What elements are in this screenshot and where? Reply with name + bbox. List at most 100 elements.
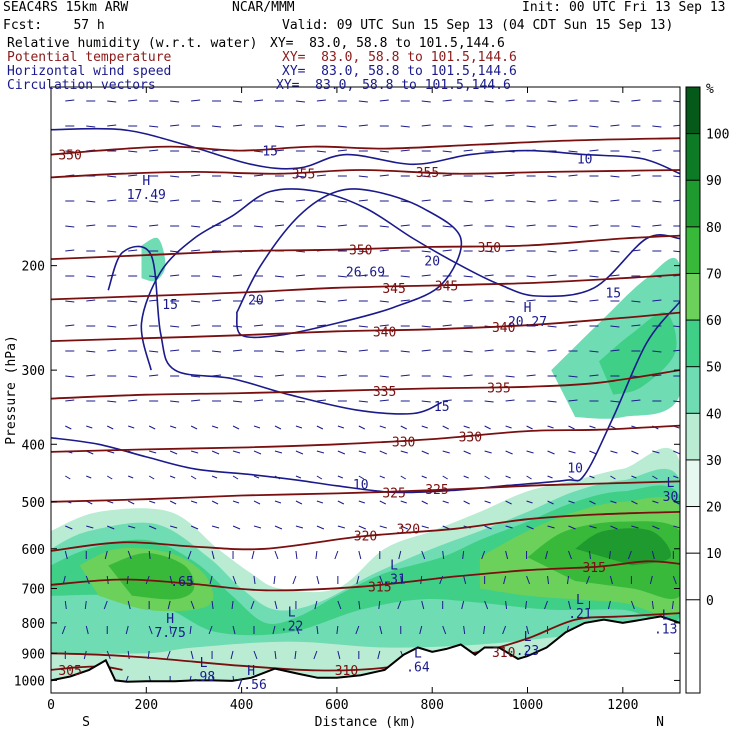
vector-arrow <box>316 475 323 480</box>
vector-arrow <box>463 275 473 278</box>
vector-arrow <box>505 174 515 177</box>
vector-arrow <box>609 575 613 585</box>
vector-arrow <box>526 200 536 203</box>
vector-arrow <box>652 475 658 480</box>
vector-arrow <box>253 475 260 479</box>
vector-arrow <box>103 600 108 610</box>
vector-arrow <box>421 450 429 455</box>
vector-arrow <box>526 299 536 302</box>
extremum-value: .13 <box>654 622 677 637</box>
vector-arrow <box>253 650 258 660</box>
vector-arrow <box>526 224 536 227</box>
vector-arrow <box>128 150 138 153</box>
vector-arrow <box>232 525 241 530</box>
colorbar-swatch <box>686 506 700 554</box>
vector-arrow <box>209 575 213 585</box>
vector-arrow <box>358 450 366 454</box>
vector-arrow <box>463 299 473 302</box>
vector-arrow <box>295 450 304 455</box>
vector-arrow <box>463 425 470 429</box>
vector-arrow <box>230 650 234 660</box>
vector-arrow <box>274 425 282 430</box>
vector-arrow <box>337 374 347 377</box>
vector-arrow <box>128 99 138 102</box>
vector-arrow <box>149 200 159 203</box>
wind-label: 15 <box>434 400 450 415</box>
vector-arrow <box>379 425 386 429</box>
colorbar-tick-label: 30 <box>706 454 722 469</box>
vector-arrow <box>568 300 578 303</box>
vector-arrow <box>316 99 326 102</box>
vector-arrow <box>166 650 171 660</box>
x-tick-label: 200 <box>135 698 158 713</box>
vector-arrow <box>484 450 492 454</box>
vector-arrow <box>170 325 180 328</box>
vector-arrow <box>589 149 599 152</box>
vector-arrow <box>547 124 557 127</box>
theta-contour-line <box>51 560 680 592</box>
extremum-letter: L <box>667 476 675 491</box>
vector-arrow <box>295 625 300 635</box>
vector-arrow <box>379 225 389 228</box>
x-tick-label: 400 <box>230 698 253 713</box>
vector-arrow <box>400 149 410 152</box>
vector-arrow <box>128 475 134 479</box>
vector-arrow <box>589 450 597 455</box>
vector-arrow <box>610 475 616 480</box>
vector-arrow <box>211 500 219 505</box>
model-name: SEAC4RS 15km ARW <box>3 0 129 15</box>
vector-arrow <box>505 600 508 610</box>
vector-arrow <box>421 250 431 253</box>
colorbar-tick-label: 40 <box>706 407 722 422</box>
vector-arrow <box>85 625 89 635</box>
vector-arrow <box>316 500 324 504</box>
vector-arrow <box>253 375 264 378</box>
vector-arrow <box>421 500 428 505</box>
vector-arrow <box>337 525 345 529</box>
vector-arrow <box>65 324 75 327</box>
vector-arrow <box>107 349 117 352</box>
vector-arrow <box>673 199 680 202</box>
vector-arrow <box>673 400 680 403</box>
x-tick-label: 1200 <box>607 698 638 713</box>
vector-arrow <box>631 150 641 153</box>
vector-arrow <box>652 450 660 454</box>
vector-arrow <box>610 175 620 178</box>
vector-arrow <box>169 425 177 429</box>
vector-arrow <box>232 500 240 504</box>
vector-arrow <box>442 225 452 228</box>
vector-arrow <box>649 575 653 585</box>
vector-arrow <box>170 349 180 352</box>
vector-arrow <box>251 550 255 560</box>
vector-arrow <box>358 400 368 403</box>
vector-arrow <box>316 625 319 635</box>
vector-arrow <box>379 249 389 252</box>
vector-arrow <box>295 124 305 127</box>
vector-arrow <box>568 450 576 454</box>
vector-arrow <box>673 124 680 127</box>
vector-arrow <box>442 500 449 504</box>
vector-arrow <box>272 625 276 635</box>
vector-arrow <box>167 600 171 610</box>
vector-arrow <box>442 625 447 635</box>
vector-arrow <box>127 600 131 610</box>
vector-arrow <box>463 200 473 203</box>
colorbar-swatch <box>686 413 700 460</box>
colorbar-tick-label: 70 <box>706 267 722 282</box>
vector-arrow <box>191 324 201 327</box>
vector-arrow <box>170 175 180 178</box>
vector-arrow <box>212 299 222 302</box>
extremum-letter: H <box>247 664 255 679</box>
vector-arrow <box>631 525 639 529</box>
vector-arrow <box>631 225 641 228</box>
vector-arrow <box>672 575 677 585</box>
extremum-value: .98 <box>192 670 215 685</box>
vector-arrow <box>190 525 199 530</box>
vector-arrow <box>274 374 285 377</box>
vector-arrow <box>253 575 256 585</box>
vector-arrow <box>148 550 151 560</box>
vector-arrow <box>421 425 428 429</box>
extremum-letter: L <box>288 606 296 621</box>
wind-contour-line <box>140 188 680 371</box>
y-tick-label: 500 <box>22 496 45 511</box>
